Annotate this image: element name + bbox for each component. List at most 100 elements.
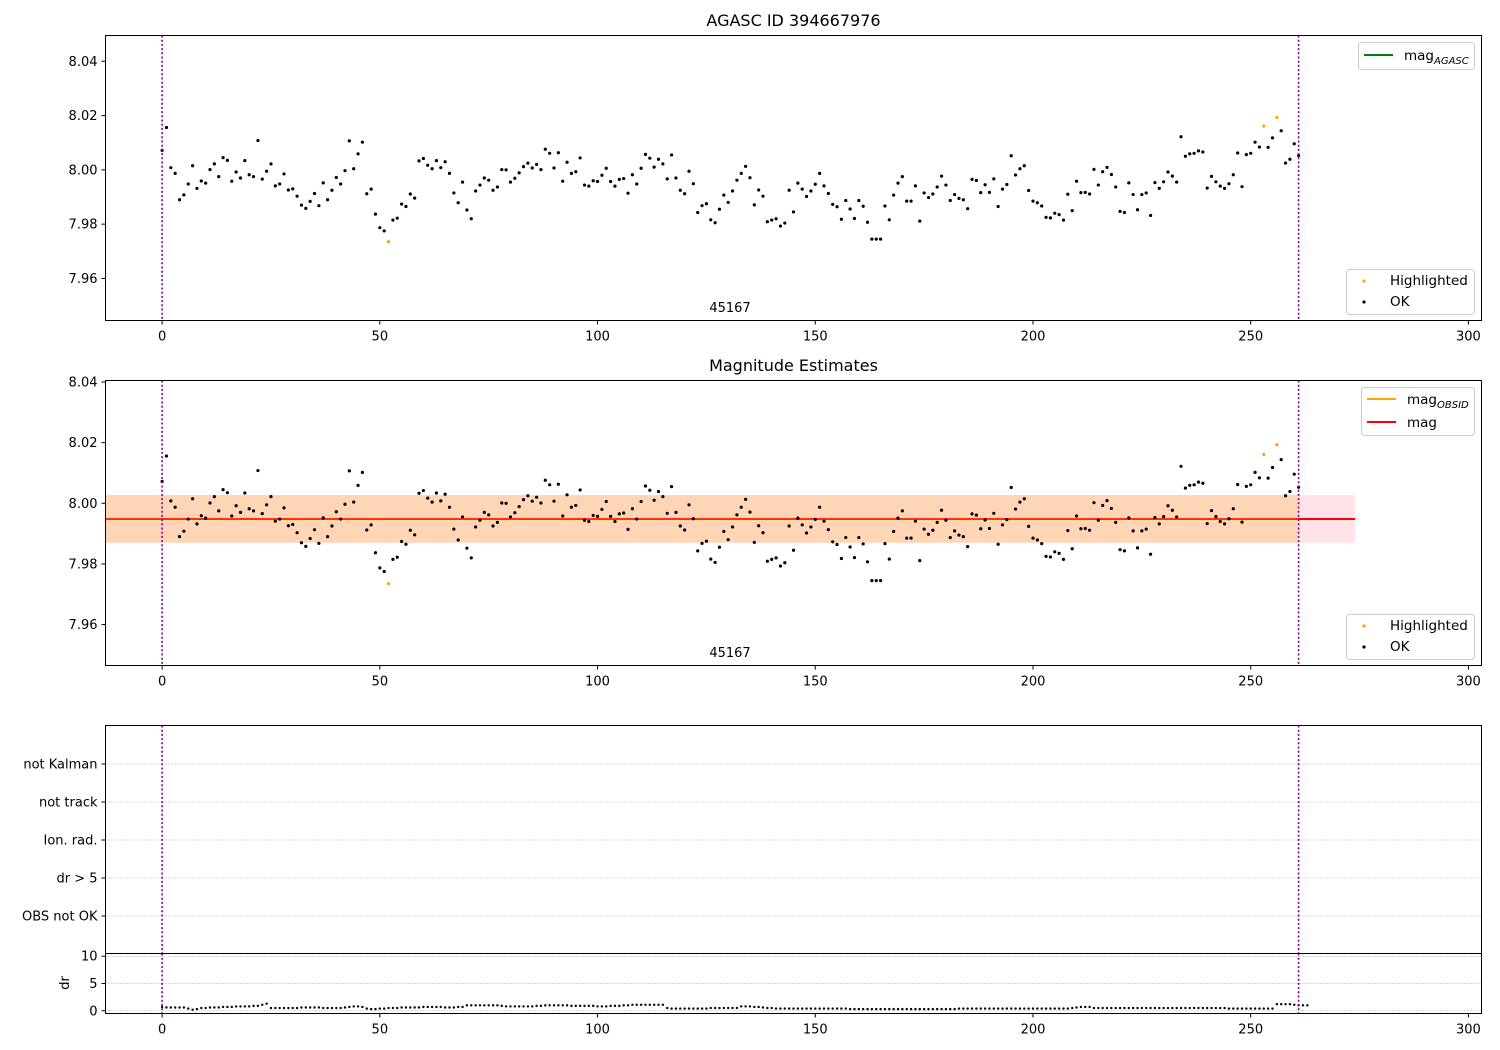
dr-point bbox=[940, 1007, 943, 1011]
ok-point bbox=[1074, 514, 1079, 518]
ok-point bbox=[247, 507, 251, 511]
ok-point bbox=[630, 173, 634, 177]
ok-point bbox=[426, 163, 430, 167]
ok-point bbox=[1257, 145, 1262, 149]
ok-point bbox=[730, 189, 735, 193]
dr-point bbox=[217, 1006, 220, 1009]
ok-point bbox=[1044, 554, 1048, 558]
dr-point bbox=[461, 1005, 464, 1009]
dr-point bbox=[870, 1007, 874, 1011]
flag-label: dr > 5 bbox=[56, 872, 97, 887]
ok-point bbox=[883, 542, 887, 546]
dr-point bbox=[239, 1005, 242, 1008]
panel-estimates-obsid-label: 45167 bbox=[709, 646, 750, 661]
dr-point bbox=[1284, 1003, 1287, 1006]
dr-point bbox=[1249, 1007, 1252, 1010]
ok-point bbox=[325, 198, 330, 202]
ok-point bbox=[1222, 186, 1227, 190]
dr-point bbox=[657, 1003, 660, 1006]
dr-point bbox=[861, 1007, 865, 1011]
ok-point bbox=[896, 516, 900, 520]
dr-point bbox=[992, 1007, 996, 1010]
ok-point bbox=[739, 171, 743, 175]
ok-point bbox=[238, 510, 243, 514]
dr-point bbox=[570, 1004, 573, 1008]
ok-point bbox=[1283, 161, 1288, 165]
dr-point bbox=[827, 1007, 830, 1010]
ok-point bbox=[613, 184, 617, 188]
ok-point bbox=[791, 548, 796, 552]
ok-point bbox=[1053, 211, 1057, 215]
x-tick-label: 0 bbox=[158, 330, 166, 345]
ok-point bbox=[1044, 215, 1048, 219]
ok-point bbox=[504, 168, 508, 172]
ok-point bbox=[1118, 209, 1122, 213]
dr-point bbox=[591, 1004, 595, 1008]
ok-point bbox=[1249, 151, 1253, 155]
ok-point bbox=[970, 512, 974, 516]
ok-point bbox=[1205, 186, 1209, 190]
ok-point bbox=[691, 182, 695, 186]
ok-point bbox=[443, 160, 447, 164]
ok-point bbox=[582, 183, 587, 187]
y-tick-label: 8.02 bbox=[69, 109, 98, 124]
dr-point bbox=[888, 1007, 891, 1011]
ok-point bbox=[395, 216, 399, 220]
ok-point bbox=[1188, 152, 1192, 156]
ok-point bbox=[783, 561, 787, 565]
ok-point bbox=[717, 207, 722, 211]
dr-point bbox=[1205, 1006, 1209, 1010]
ok-point bbox=[521, 165, 526, 169]
dr-point bbox=[496, 1004, 499, 1007]
flag-label: Ion. rad. bbox=[44, 834, 98, 849]
dr-point bbox=[883, 1007, 887, 1011]
dr-point bbox=[430, 1005, 434, 1009]
highlighted-point bbox=[1262, 124, 1266, 128]
legend-box bbox=[1346, 269, 1475, 315]
ok-point bbox=[1257, 476, 1262, 480]
ok-point bbox=[443, 492, 447, 496]
ok-point bbox=[260, 512, 264, 516]
panel-dr-xticks: 0 50 100 150 200 250 300 bbox=[158, 1013, 1481, 1038]
ok-point bbox=[1018, 500, 1022, 504]
panel-dr-yticks: 0 5 10 bbox=[81, 950, 106, 1019]
ok-point bbox=[835, 205, 839, 209]
ok-point bbox=[1066, 528, 1070, 533]
dr-point bbox=[1166, 1006, 1170, 1010]
dr-point bbox=[696, 1007, 699, 1010]
ok-point bbox=[813, 517, 817, 521]
dr-point bbox=[935, 1007, 939, 1011]
ok-point bbox=[282, 506, 286, 510]
panel-agasc-xticks: 0 50 100 150 200 250 300 bbox=[158, 320, 1481, 345]
dr-point bbox=[1293, 1003, 1296, 1006]
legend-ok-label: OK bbox=[1390, 294, 1411, 310]
ok-point bbox=[717, 545, 722, 549]
dr-point bbox=[783, 1007, 786, 1010]
ok-point bbox=[1231, 173, 1235, 177]
highlighted-point bbox=[1275, 115, 1279, 120]
ok-point bbox=[900, 175, 904, 179]
dr-point bbox=[1118, 1006, 1122, 1010]
ok-point bbox=[656, 157, 661, 161]
ok-point bbox=[1048, 216, 1053, 220]
dr-point bbox=[1123, 1006, 1126, 1010]
dr-point bbox=[1036, 1007, 1039, 1010]
dr-point bbox=[561, 1004, 564, 1007]
ok-point bbox=[574, 170, 578, 174]
dr-point bbox=[761, 1006, 765, 1009]
ok-point bbox=[230, 514, 234, 518]
dr-point bbox=[478, 1004, 482, 1007]
ok-point bbox=[539, 501, 543, 505]
ok-point bbox=[238, 176, 243, 180]
ok-point bbox=[1166, 504, 1170, 508]
ok-point bbox=[709, 218, 713, 222]
dr-point bbox=[605, 1005, 608, 1008]
ok-point bbox=[482, 176, 486, 180]
dr-point bbox=[578, 1004, 582, 1008]
ok-point bbox=[953, 529, 957, 533]
ok-point bbox=[569, 171, 574, 175]
dr-point bbox=[927, 1007, 930, 1011]
dr-point bbox=[1066, 1007, 1070, 1010]
ok-point bbox=[744, 164, 748, 168]
dr-point bbox=[187, 1007, 190, 1010]
